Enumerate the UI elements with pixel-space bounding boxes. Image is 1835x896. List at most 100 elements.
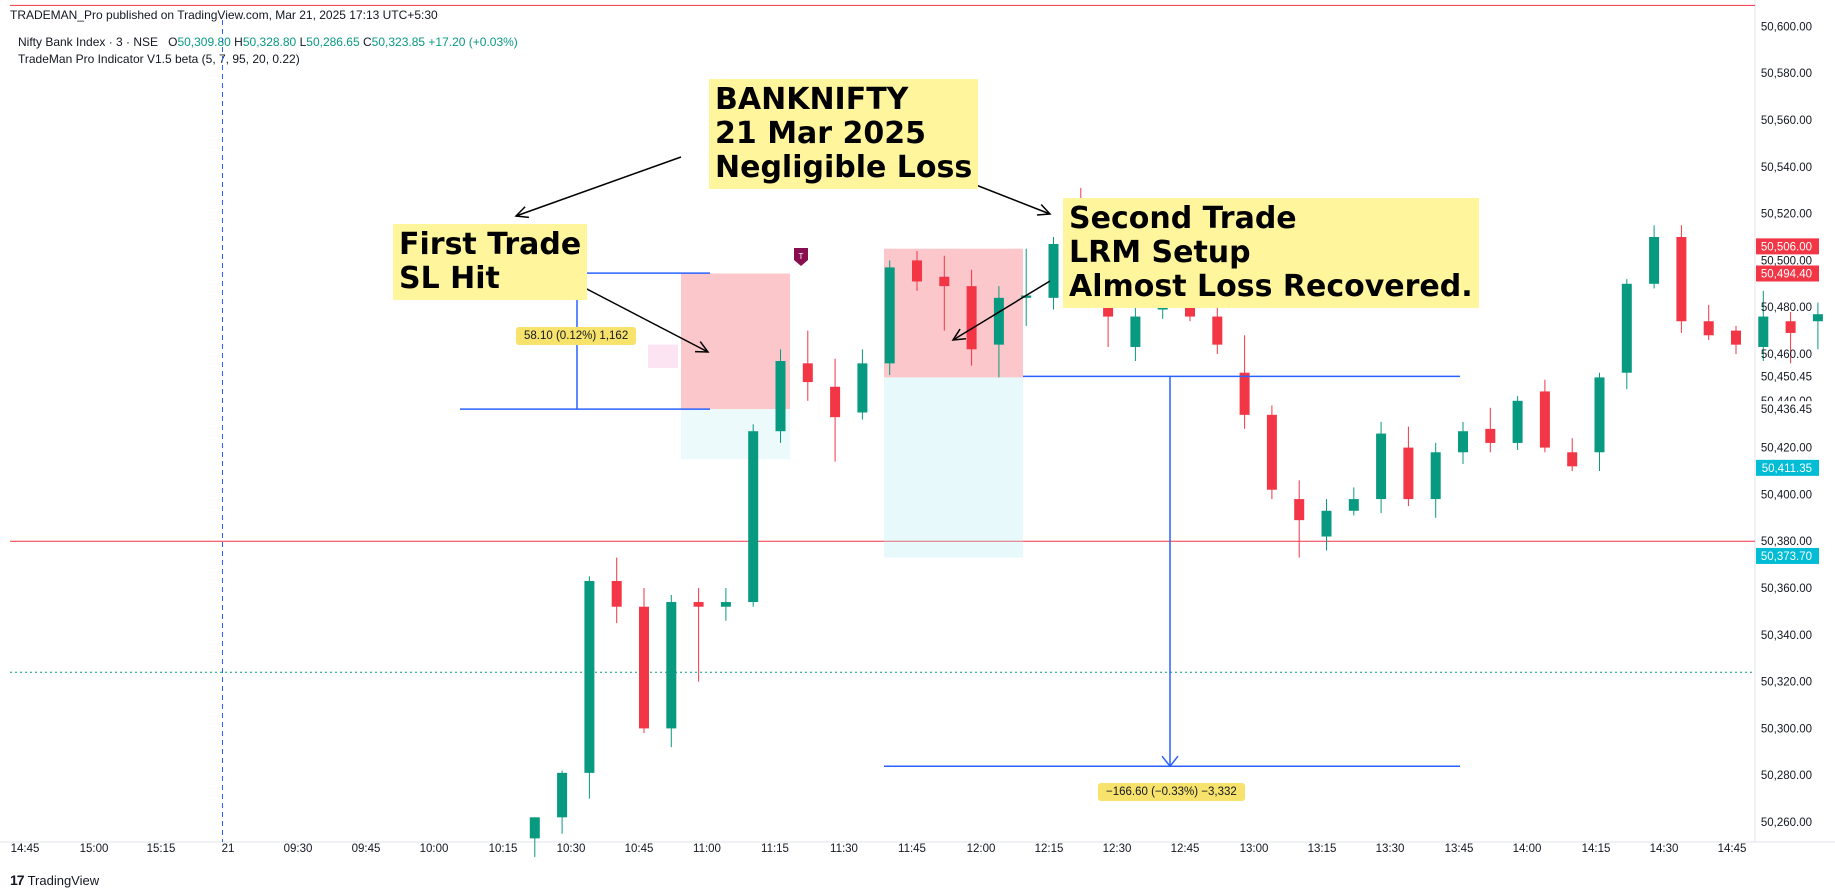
candle-body-44: [1731, 330, 1741, 345]
candle-body-17: [993, 297, 1004, 345]
trade-marker-icon: [794, 248, 808, 266]
y-tick-4: 50,340.00: [1761, 630, 1812, 642]
legend-change: +17.20 (+0.03%): [428, 35, 518, 49]
x-tick-6: 10:00: [420, 843, 449, 855]
y-tick-2: 50,300.00: [1761, 723, 1812, 735]
x-tick-17: 12:45: [1171, 843, 1200, 855]
arrow-title-to-first-head: [514, 206, 530, 219]
x-tick-15: 12:15: [1035, 843, 1064, 855]
price-tag-3: 50,436.45: [1761, 404, 1812, 416]
candle-body-22: [1130, 316, 1141, 347]
candle-body-7: [720, 602, 731, 607]
price-tag-bg-5: [1756, 547, 1819, 564]
candle-body-1: [557, 772, 568, 818]
y-tick-5: 50,360.00: [1761, 583, 1812, 595]
candle-body-43: [1703, 321, 1714, 336]
y-tick-1: 50,280.00: [1761, 770, 1812, 782]
trade1-target-zone: [681, 409, 790, 460]
price-tag-1: 50,494.40: [1761, 269, 1812, 281]
x-tick-22: 14:00: [1513, 843, 1542, 855]
candle-body-12: [857, 363, 868, 413]
price-tag-2: 50,450.45: [1761, 371, 1812, 383]
arrow-title-to-first-shaft: [515, 156, 682, 217]
candle-body-42: [1676, 237, 1687, 322]
legend-open: 50,309.80: [177, 35, 231, 49]
y-tick-12: 50,500.00: [1761, 255, 1812, 267]
trade2-target-zone: [884, 377, 1023, 558]
candle-body-25: [1212, 316, 1223, 345]
candle-body-41: [1649, 237, 1660, 284]
x-tick-8: 10:30: [557, 843, 586, 855]
x-tick-18: 13:00: [1240, 843, 1269, 855]
candle-body-37: [1539, 391, 1550, 448]
y-tick-11: 50,480.00: [1761, 302, 1812, 314]
legend-o-label: O: [168, 35, 178, 49]
candle-body-34: [1458, 431, 1468, 453]
candle-body-19: [1048, 244, 1059, 298]
measure-down-arrowhead: [1161, 755, 1179, 768]
price-tag-bg-2: [1756, 368, 1819, 385]
measure-up-label: 58.10 (0.12%) 1,162: [516, 327, 637, 345]
candle-body-29: [1321, 510, 1332, 537]
trade-marker-label: T: [799, 252, 804, 261]
y-tick-13: 50,520.00: [1761, 209, 1812, 221]
y-tick-17: 50,600.00: [1761, 21, 1812, 33]
candle-body-26: [1239, 372, 1250, 415]
candle-body-31: [1376, 433, 1387, 500]
candle-body-24: [1185, 302, 1195, 317]
x-tick-21: 13:45: [1445, 843, 1474, 855]
candle-body-36: [1512, 400, 1523, 443]
first-trade-note: First Trade SL Hit: [393, 224, 588, 300]
legend-h-label: H: [234, 35, 243, 49]
y-tick-3: 50,320.00: [1761, 677, 1812, 689]
candle-body-30: [1348, 499, 1359, 511]
y-tick-8: 50,420.00: [1761, 443, 1812, 455]
x-tick-12: 11:30: [830, 843, 858, 855]
tradingview-logo-icon: 17: [10, 872, 25, 888]
x-tick-7: 10:15: [489, 843, 518, 855]
x-tick-23: 14:15: [1582, 843, 1611, 855]
legend-indicator[interactable]: TradeMan Pro Indicator V1.5 beta (5, 7, …: [18, 52, 300, 66]
x-tick-1: 15:00: [80, 843, 109, 855]
second-trade-note: Second Trade LRM Setup Almost Loss Recov…: [1063, 198, 1479, 308]
arrow-second-to-entry-shaft: [952, 280, 1051, 341]
candle-body-6: [693, 602, 704, 607]
candle-body-35: [1485, 428, 1496, 443]
candle-body-2: [584, 580, 595, 773]
published-line: TRADEMAN_Pro published on TradingView.co…: [10, 8, 438, 22]
candle-body-11: [830, 386, 841, 418]
candle-body-10: [802, 363, 813, 383]
candle-body-16: [966, 286, 977, 350]
price-tag-5: 50,373.70: [1761, 551, 1812, 563]
y-tick-6: 50,380.00: [1761, 536, 1812, 548]
x-tick-19: 13:15: [1308, 843, 1337, 855]
legend-ohlc-row: Nifty Bank Index · 3 · NSE O50,309.80 H 5…: [18, 34, 518, 51]
price-tag-bg-0: [1756, 238, 1819, 255]
price-tag-bg-3: [1756, 401, 1819, 418]
legend-c-label: C: [363, 35, 372, 49]
candle-body-15: [939, 276, 950, 287]
y-tick-14: 50,540.00: [1761, 162, 1812, 174]
y-tick-7: 50,400.00: [1761, 489, 1812, 501]
x-tick-24: 14:30: [1650, 843, 1679, 855]
x-tick-25: 14:45: [1718, 843, 1747, 855]
price-tag-0: 50,506.00: [1761, 241, 1812, 253]
candle-body-13: [884, 267, 895, 364]
candle-body-18: [1021, 295, 1032, 298]
y-tick-10: 50,460.00: [1761, 349, 1812, 361]
chart-legend: Nifty Bank Index · 3 · NSE O50,309.80 H 5…: [18, 34, 518, 68]
x-tick-9: 10:45: [625, 843, 654, 855]
candle-body-0: [529, 817, 540, 839]
candle-body-27: [1266, 414, 1277, 490]
trade1-stop-zone: [681, 273, 790, 410]
legend-symbol[interactable]: Nifty Bank Index · 3 · NSE: [18, 35, 159, 49]
legend-low: 50,286.65: [306, 35, 360, 49]
x-tick-16: 12:30: [1103, 843, 1132, 855]
arrow-first-to-entry-head: [694, 341, 710, 353]
title-note: BANKNIFTY 21 Mar 2025 Negligible Loss: [709, 79, 979, 189]
trade1-pre-zone: [648, 344, 678, 369]
candle-body-4: [639, 606, 649, 729]
x-tick-13: 11:45: [898, 843, 926, 855]
tradingview-footer[interactable]: 17 TradingView: [10, 872, 99, 888]
